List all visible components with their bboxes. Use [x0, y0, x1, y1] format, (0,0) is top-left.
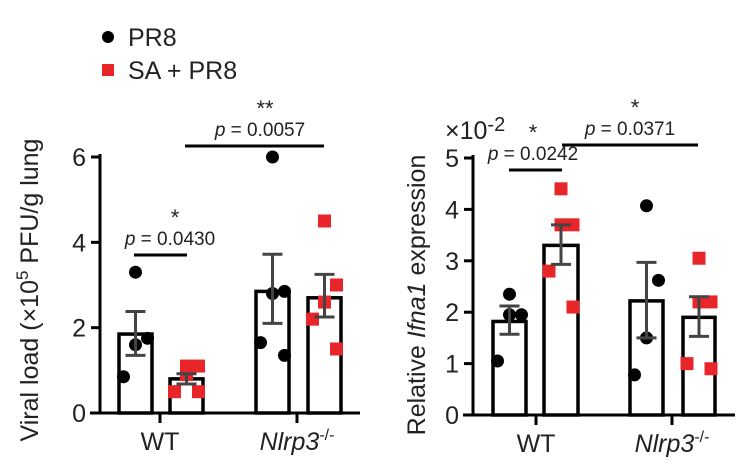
y-tick-label: 5	[445, 145, 459, 173]
data-point	[168, 385, 181, 399]
data-point	[680, 357, 694, 371]
x-tick-label: WT	[517, 430, 556, 458]
p-value-label: p = 0.0430	[124, 229, 215, 250]
y-tick-label: 4	[72, 229, 86, 257]
y-tick-label: 4	[445, 196, 459, 224]
y-tick-label: 3	[445, 248, 459, 276]
p-value-label: p = 0.0371	[584, 119, 675, 140]
data-point	[554, 182, 568, 196]
y-tick-label: 0	[445, 402, 459, 430]
data-point	[266, 150, 279, 164]
x-tick-label: WT	[141, 428, 180, 456]
data-point	[692, 251, 706, 265]
data-point	[192, 385, 205, 399]
data-point	[278, 284, 291, 298]
data-point	[640, 199, 653, 213]
data-point	[330, 342, 343, 356]
data-point	[141, 331, 154, 345]
chart-0: 0 2 4 6 WT Nlrp3-/- Viral load (×105 PFU/g lun…	[13, 96, 360, 456]
data-point	[566, 300, 580, 314]
significance-stars: *	[529, 120, 538, 145]
data-point	[515, 308, 528, 322]
data-point	[491, 354, 504, 368]
y-tick-label: 2	[72, 315, 86, 343]
data-point	[117, 370, 130, 384]
legend-marker-square	[102, 64, 114, 76]
data-point	[278, 348, 291, 362]
y-tick-label: 6	[72, 144, 86, 172]
data-point	[306, 312, 319, 326]
data-point	[566, 218, 580, 232]
y-tick-label: 1	[445, 351, 459, 379]
significance-stars: *	[171, 205, 180, 230]
y-tick-label: 0	[72, 400, 86, 428]
axis-multiplier: ×10-2	[445, 114, 505, 145]
y-axis-label: Viral load (×105 PFU/g lung	[13, 139, 44, 442]
data-point	[704, 295, 718, 309]
legend-marker-circle	[102, 31, 114, 43]
p-value-label: p = 0.0057	[214, 120, 305, 141]
data-point	[542, 264, 556, 278]
p-value-label: p = 0.0242	[487, 144, 578, 165]
data-point	[652, 273, 665, 287]
data-point	[704, 362, 718, 376]
y-axis-label: Relative Ifna1 expression	[403, 155, 431, 436]
legend-label: SA + PR8	[128, 57, 237, 85]
x-tick-label: Nlrp3-/-	[635, 429, 710, 458]
data-point	[192, 359, 205, 373]
x-tick-label: Nlrp3-/-	[260, 427, 335, 456]
significance-stars: *	[631, 95, 640, 120]
chart-1: 0 1 2 3 4 5 WT Nlrp3-/- Relative Ifna1 expressio…	[403, 95, 735, 458]
legend-label: PR8	[128, 24, 177, 52]
data-point	[628, 368, 641, 382]
data-point	[503, 287, 516, 301]
data-point	[129, 265, 142, 279]
data-point	[330, 278, 343, 292]
significance-stars: **	[256, 96, 274, 121]
data-point	[318, 214, 331, 228]
data-point	[254, 336, 267, 350]
y-tick-label: 2	[445, 299, 459, 327]
